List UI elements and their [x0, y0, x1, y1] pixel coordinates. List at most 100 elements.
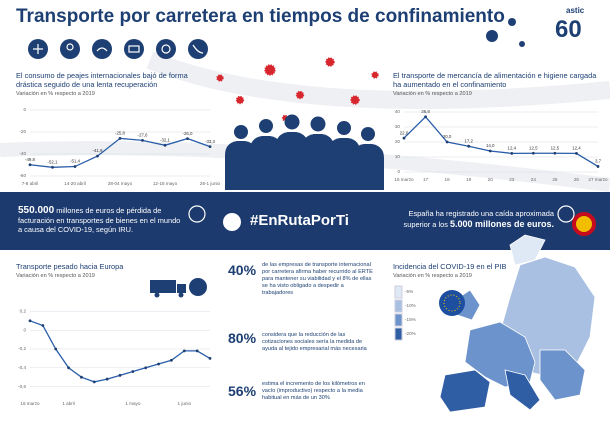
- glyph: [161, 44, 171, 54]
- x-tick-label: 12-18 mayo: [153, 181, 178, 186]
- x-tick-label: 26-1 junio: [200, 181, 221, 186]
- logo-number: 60: [555, 16, 582, 43]
- point: [596, 165, 600, 168]
- country: [504, 369, 541, 411]
- wheel: [178, 292, 184, 298]
- legend-label: -5%: [405, 289, 413, 294]
- point: [54, 347, 58, 351]
- value-label: 36,8: [421, 109, 430, 114]
- value-label: -49,8: [25, 157, 36, 162]
- x-tick-label: 28-04 mayo: [108, 181, 133, 186]
- y-tick-label: -20: [19, 129, 26, 134]
- point: [105, 377, 109, 381]
- x-tick-label: 27 marzo: [588, 177, 608, 182]
- x-tick-label: 17: [423, 177, 429, 182]
- legend-label: -10%: [405, 303, 416, 308]
- glyph: [128, 45, 140, 53]
- y-tick-label: -60: [19, 173, 26, 178]
- point: [510, 152, 514, 155]
- eu-flag: [439, 290, 465, 316]
- point: [186, 137, 189, 141]
- person: [250, 136, 282, 190]
- map: [439, 234, 596, 413]
- point: [488, 149, 492, 153]
- eu-stars: [443, 294, 461, 312]
- virus: [264, 64, 276, 76]
- x-tick-label: 23: [509, 177, 515, 182]
- chart-subtitle: Variación en % respecto a 2019: [16, 273, 95, 279]
- x-tick-label: 16 marzo: [394, 177, 414, 182]
- icon: [124, 39, 144, 59]
- point: [73, 165, 77, 168]
- x-tick-label: 16 marzo: [20, 401, 40, 406]
- chart-title: Transporte pesado hacia Europa: [16, 262, 124, 271]
- stat-value: 56%: [228, 383, 257, 399]
- glyph: [96, 47, 108, 52]
- stat-value: 40%: [228, 262, 257, 278]
- x-tick-label: 18: [445, 177, 451, 182]
- y-tick-label: 0: [397, 169, 400, 174]
- point: [118, 373, 122, 377]
- map-title: Incidencia del COVID-19 en el PIB: [393, 262, 507, 271]
- banner-right: España ha registrado una caída aproximad…: [384, 209, 554, 230]
- person-head: [337, 121, 351, 135]
- value-label: -32,1: [160, 137, 171, 142]
- y-tick-label: 10: [395, 154, 401, 159]
- x-tick-label: 14-20 abril: [64, 181, 86, 186]
- point: [28, 163, 32, 167]
- value-label: 12,5: [551, 145, 560, 150]
- value-label: 12,5: [529, 145, 538, 150]
- banner-left-strong: 550.000: [18, 205, 55, 216]
- y-tick-label: 20: [395, 139, 401, 144]
- person: [225, 141, 257, 190]
- icon-glyphs: [33, 43, 204, 54]
- chart-subtitle: Variación en % respecto a 2019: [393, 91, 472, 97]
- point: [157, 362, 160, 366]
- x-tick-label: 7-8 abril: [22, 181, 39, 186]
- glyph: [192, 44, 204, 54]
- stat-text: considera que la reducción de las cotiza…: [262, 332, 367, 352]
- point: [118, 136, 122, 140]
- x-tick-label: 1 junio: [178, 401, 192, 406]
- point: [195, 349, 199, 353]
- icon: [156, 39, 176, 59]
- country: [439, 369, 491, 413]
- x-tick-label: 24: [531, 177, 537, 182]
- point: [28, 319, 32, 323]
- value-label: 14,0: [486, 143, 495, 148]
- virus: [325, 57, 335, 67]
- value-label: -52,1: [47, 159, 58, 164]
- map-subtitle: Variación en % respecto a 2019: [393, 273, 472, 279]
- virus: [235, 95, 245, 105]
- value-label: 3,7: [595, 159, 602, 164]
- point: [92, 380, 96, 384]
- pin-icon: [189, 278, 207, 296]
- legend-swatch: [394, 285, 403, 299]
- point: [80, 375, 83, 379]
- hashtag: #EnRutaPorTi: [250, 212, 349, 229]
- point: [182, 349, 186, 353]
- banner-left-text: millones de euros de pérdida de facturac…: [18, 206, 181, 234]
- spain-flag: [572, 212, 596, 236]
- road: [146, 51, 610, 109]
- value-label: 20,0: [443, 134, 452, 139]
- x-tick-label: 19: [466, 177, 472, 182]
- logo: astic: [566, 6, 585, 15]
- glyph: [66, 43, 74, 51]
- point: [131, 370, 135, 373]
- legend-swatch: [394, 327, 403, 341]
- point: [141, 138, 144, 142]
- chart-subtitle: Variación en % respecto a 2019: [16, 91, 95, 97]
- person: [352, 144, 384, 190]
- value-label: -41,9: [92, 148, 103, 153]
- point: [163, 143, 167, 147]
- banner-right-text: España ha registrado una caída aproximad…: [403, 209, 554, 229]
- value-label: -26,0: [182, 131, 193, 136]
- truck-cab: [177, 284, 186, 293]
- banner-right-strong: 5.000 millones de euros.: [449, 218, 554, 229]
- virus: [508, 18, 516, 26]
- point: [41, 324, 45, 327]
- person-head: [310, 116, 326, 132]
- y-tick-label: 30: [395, 124, 401, 129]
- x-tick-label: 1 mayo: [125, 401, 141, 406]
